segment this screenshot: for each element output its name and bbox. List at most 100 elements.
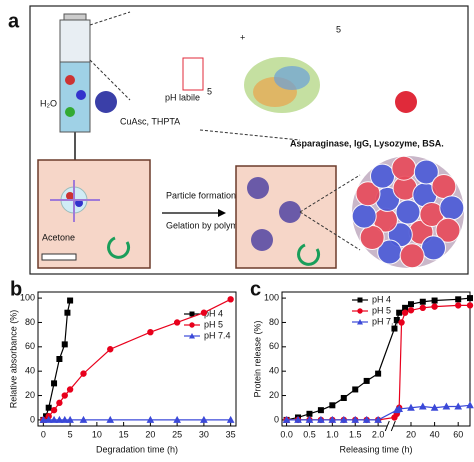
legend-marker	[357, 308, 363, 314]
marker	[64, 309, 71, 316]
marker	[317, 415, 325, 423]
marker	[106, 415, 115, 423]
marker	[56, 356, 63, 362]
x-tick-label: 25	[172, 429, 182, 439]
marker	[107, 346, 114, 353]
microgel	[247, 177, 269, 199]
series-line	[43, 298, 231, 421]
water-label: H₂O	[40, 98, 57, 108]
marker	[407, 301, 414, 308]
legend-marker	[189, 322, 195, 328]
microgel	[251, 229, 273, 251]
y-tick-label: 60	[25, 341, 35, 351]
particle	[66, 192, 74, 200]
marker	[395, 404, 404, 412]
marker	[44, 415, 53, 423]
y-tick-label: 60	[269, 341, 279, 351]
x-tick-label: 20	[406, 429, 416, 439]
particle	[65, 75, 75, 85]
marker	[79, 415, 88, 423]
marker	[306, 410, 313, 417]
legend-label: pH 7.4	[372, 316, 399, 326]
y-tick-label: 40	[25, 366, 35, 376]
marker	[329, 402, 336, 409]
legend-label: pH 4	[372, 294, 391, 304]
legend-marker	[357, 319, 363, 325]
x-tick-label: 0.5	[303, 429, 316, 439]
panel-label: c	[250, 278, 261, 300]
linker-bracket	[182, 57, 204, 91]
y-tick-label: 0	[30, 414, 35, 424]
marker	[51, 380, 58, 387]
x-tick-label: 10	[92, 429, 102, 439]
beaker	[37, 159, 151, 269]
x-tick-label: 2.0	[372, 429, 385, 439]
cluster-particle	[359, 224, 385, 250]
cluster-particle	[370, 163, 396, 189]
marker	[50, 415, 58, 423]
x-tick-label: 60	[453, 429, 463, 439]
marker	[419, 304, 426, 312]
y-axis-label: Protein release (%)	[252, 320, 262, 397]
marker	[56, 399, 63, 407]
axis-break	[387, 420, 394, 432]
x-tick-label: 0.0	[280, 429, 293, 439]
marker	[407, 307, 415, 314]
legend-label: pH 5	[204, 319, 223, 329]
marker	[80, 370, 87, 377]
x-tick-label: 15	[119, 429, 129, 439]
y-tick-label: 0	[274, 414, 279, 424]
legend-label: pH 5	[372, 305, 391, 315]
step1-label: Particle formation	[166, 190, 236, 200]
y-tick-label: 80	[269, 317, 279, 327]
marker	[352, 386, 359, 393]
marker	[61, 392, 68, 399]
marker	[61, 341, 68, 348]
legend-marker	[189, 333, 195, 339]
marker	[146, 415, 155, 423]
particle	[65, 107, 75, 117]
x-axis-label: Degradation time (h)	[96, 444, 178, 454]
pointer-line	[199, 129, 301, 141]
marker	[466, 302, 474, 309]
x-axis-label: Releasing time (h)	[339, 444, 412, 454]
x-tick-label: 30	[199, 429, 209, 439]
catalyst-label: CuAsc, THPTA	[120, 116, 180, 126]
marker	[45, 404, 52, 411]
dendrimer-icon	[395, 91, 417, 113]
x-tick-label: 20	[145, 429, 155, 439]
marker	[407, 403, 415, 411]
repeat-label: 5	[336, 24, 341, 34]
x-tick-label: 1.0	[326, 429, 339, 439]
marker	[398, 319, 405, 326]
marker	[340, 394, 347, 401]
cluster-particle	[439, 195, 465, 221]
marker	[339, 415, 348, 423]
marker	[466, 401, 474, 409]
y-tick-label: 80	[25, 317, 35, 327]
zoom-line	[299, 174, 361, 213]
marker	[317, 407, 324, 414]
y-tick-label: 100	[20, 292, 35, 302]
marker	[66, 386, 74, 393]
x-tick-label: 5	[68, 429, 73, 439]
plot-frame	[37, 291, 237, 427]
marker	[226, 415, 235, 423]
protein	[274, 66, 310, 90]
marker	[374, 415, 382, 423]
x-tick-label: 35	[226, 429, 236, 439]
marker	[55, 415, 64, 423]
cluster-particle	[355, 181, 381, 207]
panel-a: a H₂O pH labile 5 CuAsc, THPTA + 5 Aspar…	[8, 5, 469, 275]
marker	[305, 415, 314, 423]
cluster-particle	[399, 243, 425, 269]
marker	[375, 370, 382, 377]
marker	[362, 415, 371, 423]
cluster-particle	[435, 217, 461, 243]
x-tick-label: 0	[41, 429, 46, 439]
marker	[401, 309, 409, 316]
panel-label: b	[10, 278, 22, 300]
marker	[455, 296, 462, 303]
y-tick-label: 40	[269, 366, 279, 376]
